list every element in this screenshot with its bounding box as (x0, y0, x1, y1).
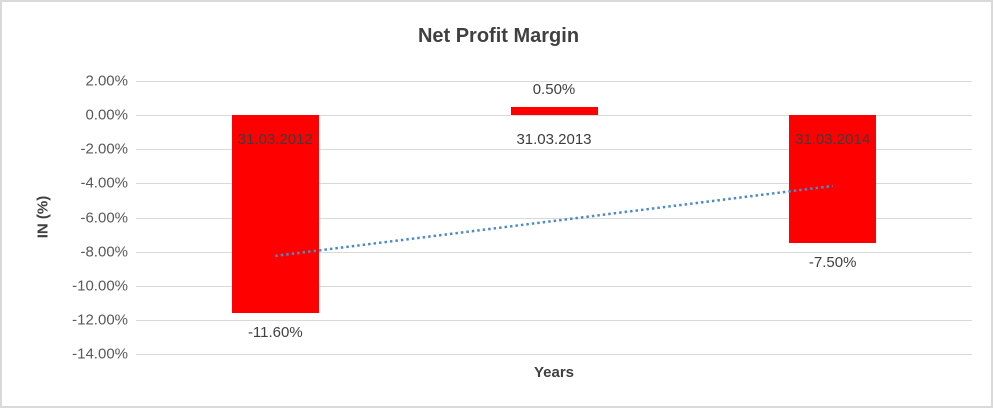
data-label: -7.50% (808, 254, 857, 272)
y-tick-label: -6.00% (80, 209, 128, 226)
chart-title: Net Profit Margin (417, 25, 580, 47)
y-tick-label: 0.00% (85, 106, 128, 124)
gridline (136, 354, 972, 355)
gridline (136, 149, 972, 151)
data-label: -11.60% (247, 324, 303, 342)
gridline (136, 183, 972, 185)
y-tick-label: -12.00% (72, 311, 128, 329)
y-tick-label: -10.00% (72, 277, 128, 295)
data-label: 0.50% (532, 80, 576, 98)
gridline (136, 285, 972, 287)
y-tick-label: -14.00% (72, 345, 128, 363)
category-label: 31.03.2012 (237, 131, 313, 149)
linear-trendline (275, 184, 833, 258)
category-label: 31.03.2014 (795, 131, 871, 149)
gridline (136, 81, 972, 82)
x-axis-title: Years (533, 364, 575, 381)
category-label: 31.03.2013 (516, 131, 592, 149)
bar-31.03.2013 (510, 106, 598, 116)
gridline (136, 115, 972, 117)
y-tick-label: -8.00% (80, 243, 128, 261)
y-tick-label: 2.00% (85, 72, 128, 90)
gridline (136, 319, 972, 321)
y-tick-label: -4.00% (80, 174, 128, 192)
y-tick-label: -2.00% (80, 140, 128, 158)
